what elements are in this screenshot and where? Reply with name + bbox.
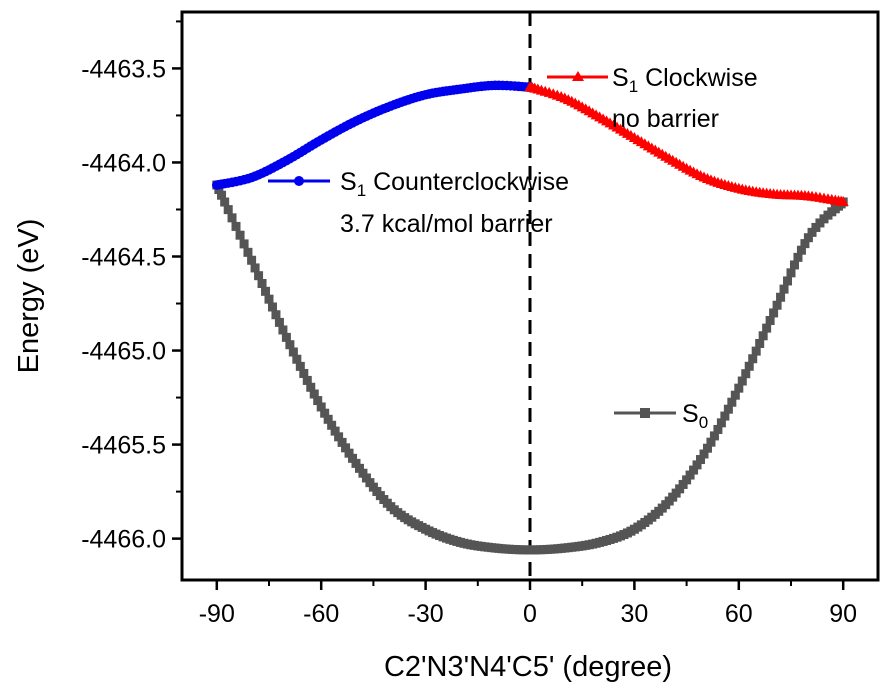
legend-s0-marker	[640, 408, 650, 418]
series-s0-point	[752, 347, 761, 356]
series-s0-point	[271, 310, 280, 319]
legend-s0-sub: 0	[699, 413, 708, 432]
y-tick-label: -4464.0	[81, 149, 166, 177]
series-s0-point	[759, 331, 768, 340]
series-s0-point	[265, 295, 274, 304]
x-tick-label: 60	[725, 600, 753, 628]
series-s0-point	[783, 276, 792, 285]
frame-layer	[182, 12, 878, 580]
series-s0-point	[228, 213, 237, 222]
series-s0-point	[254, 271, 263, 280]
legend-ccw-s: S	[340, 168, 357, 196]
legend-ccw-sub: 1	[357, 181, 366, 200]
ticks-layer: -90 -60 -30 0 30 60 90 -4463.5 -4464.0 -4464.5 -44…	[81, 21, 857, 628]
series-s0-point	[243, 248, 252, 257]
series-s0-point	[247, 256, 256, 265]
series-s0-point	[787, 268, 796, 277]
legend-ccw-rest: Counterclockwise	[366, 168, 569, 196]
y-tick-label: -4466.0	[81, 526, 166, 554]
series-s0-point	[780, 285, 789, 294]
legend-cw-s: S	[612, 64, 629, 92]
series-s0-point	[258, 279, 267, 288]
x-axis-title: C2'N3'N4'C5' (degree)	[384, 651, 672, 683]
series-s0-point	[236, 231, 245, 240]
x-tick-label: -30	[408, 600, 444, 628]
y-tick-label: -4465.0	[81, 338, 166, 366]
legend-cw-note: no barrier	[612, 105, 719, 133]
legend-cw-rest: Clockwise	[638, 64, 757, 92]
legend-ccw-label: S1 Counterclockwise	[340, 168, 569, 200]
y-tick-label: -4465.5	[81, 432, 166, 460]
series-s0-point	[773, 301, 782, 310]
legend-s0-label: S0	[682, 400, 708, 432]
legend-ccw-note: 3.7 kcal/mol barrier	[340, 210, 553, 238]
legend-s0-s: S	[682, 400, 699, 428]
plot-frame	[182, 12, 878, 580]
x-tick-label: 30	[620, 600, 648, 628]
legend-layer: S1 Counterclockwise 3.7 kcal/mol barrier…	[268, 64, 758, 432]
x-tick-label: -90	[199, 600, 235, 628]
series-s0-point	[755, 339, 764, 348]
legend-ccw-marker	[294, 176, 304, 186]
y-tick-label: -4463.5	[81, 55, 166, 83]
x-tick-label: 0	[523, 600, 537, 628]
y-axis-title: Energy (eV)	[13, 219, 45, 374]
series-s0-point	[232, 222, 241, 231]
series-s0-point	[776, 293, 785, 302]
legend-cw-label: S1 Clockwise	[612, 64, 758, 96]
x-tick-label: 90	[829, 600, 857, 628]
legend-cw-sub: 1	[629, 77, 638, 96]
series-s0-point	[251, 263, 260, 272]
series-s0-point	[224, 205, 233, 214]
series-s0-point	[240, 239, 249, 248]
y-tick-label: -4464.5	[81, 244, 166, 272]
series-s0-point	[261, 287, 270, 296]
series-s0-point	[268, 302, 277, 311]
x-tick-label: -60	[303, 600, 339, 628]
series-s0-point	[769, 308, 778, 317]
